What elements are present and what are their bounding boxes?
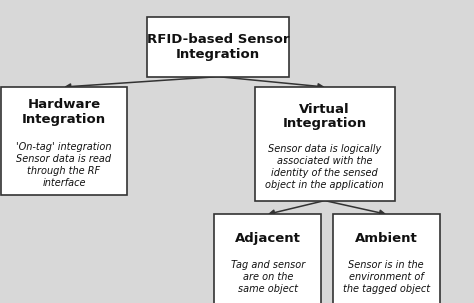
Text: Ambient: Ambient	[355, 232, 418, 245]
Bar	[333, 215, 439, 303]
Bar	[147, 17, 289, 77]
Text: Tag and sensor
are on the
same object: Tag and sensor are on the same object	[231, 260, 305, 294]
Text: Hardware
Integration: Hardware Integration	[22, 98, 106, 126]
Bar	[255, 87, 394, 201]
Text: 'On-tag' integration
Sensor data is read
through the RF
interface: 'On-tag' integration Sensor data is read…	[16, 142, 112, 188]
Bar	[1, 87, 127, 195]
Text: Sensor is in the
environment of
the tagged object: Sensor is in the environment of the tagg…	[343, 260, 430, 294]
Text: RFID-based Sensor
Integration: RFID-based Sensor Integration	[147, 33, 289, 61]
Text: Sensor data is logically
associated with the
identity of the sensed
object in th: Sensor data is logically associated with…	[265, 144, 384, 190]
Text: Virtual
Integration: Virtual Integration	[283, 103, 367, 130]
Text: Adjacent: Adjacent	[235, 232, 301, 245]
Bar	[214, 215, 321, 303]
